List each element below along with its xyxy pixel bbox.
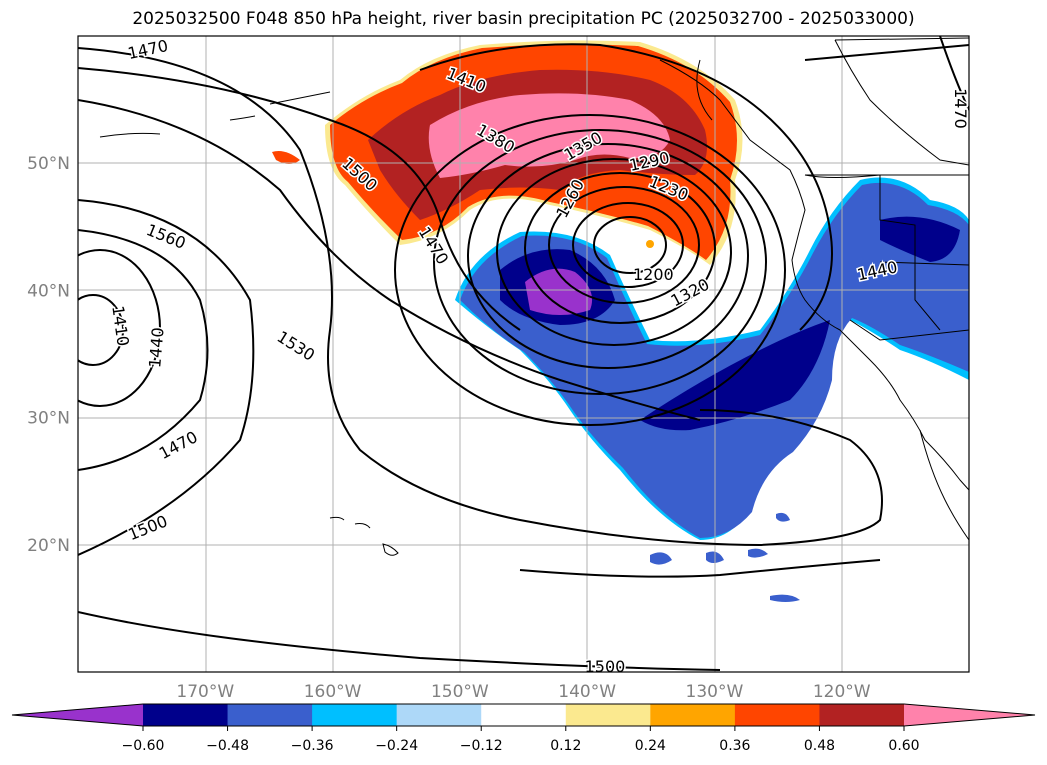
- contour-label: 1470: [126, 36, 170, 63]
- lat-tick-label: 50°N: [27, 154, 70, 174]
- colorbar-tick-label: 0.36: [719, 738, 750, 754]
- colorbar-bin: [650, 704, 736, 726]
- colorbar-bin: [396, 704, 482, 726]
- lon-tick-label: 150°W: [431, 682, 489, 702]
- lon-tick-label: 140°W: [558, 682, 616, 702]
- contour-label: 1530: [274, 327, 319, 365]
- lon-tick-label: 120°W: [813, 682, 871, 702]
- height-contours: [78, 36, 969, 671]
- axis-tick-labels: 170°W 160°W 150°W 140°W 130°W 120°W 50°N 40°N 30…: [27, 154, 871, 702]
- contour-label: 1500: [125, 511, 170, 544]
- colorbar-bin: [734, 704, 820, 726]
- lon-tick-label: 130°W: [686, 682, 744, 702]
- colorbar-tick-label: −0.36: [291, 738, 334, 754]
- contour-label: 1320: [668, 275, 713, 311]
- colorbar-bin: [481, 704, 567, 726]
- gridlines: [78, 36, 969, 672]
- contour-label: 1410: [108, 304, 132, 347]
- contour-label: 1470: [156, 427, 201, 463]
- colorbar-tick-label: 0.48: [804, 738, 835, 754]
- lat-tick-label: 20°N: [27, 536, 70, 556]
- colorbar-extend-high: [904, 704, 1035, 726]
- contour-label: 1470: [951, 88, 970, 129]
- map-frame: [77, 35, 970, 673]
- colorbar-bin: [227, 704, 313, 726]
- contour-label: 1560: [144, 220, 189, 253]
- colorbar-tick-label: −0.48: [206, 738, 249, 754]
- colorbar-tick-label: −0.12: [460, 738, 503, 754]
- positive-precip-shading: [272, 40, 743, 265]
- colorbar-tick-label: 0.12: [550, 738, 581, 754]
- coastlines: [99, 37, 969, 556]
- colorbar-tick-label: −0.60: [122, 738, 165, 754]
- colorbar-bin: [312, 704, 398, 726]
- lon-tick-label: 160°W: [304, 682, 362, 702]
- colorbar-bin: [819, 704, 905, 726]
- colorbar-tick-label: 0.60: [888, 738, 919, 754]
- colorbar-bin: [143, 704, 229, 726]
- contour-label: 1500: [585, 657, 626, 676]
- figure-title: 2025032500 F048 850 hPa height, river ba…: [132, 9, 915, 29]
- colorbar-extend-low: [12, 704, 143, 726]
- lon-tick-label: 170°W: [176, 682, 234, 702]
- colorbar-tick-label: 0.24: [635, 738, 666, 754]
- contour-label: 1470: [415, 223, 453, 268]
- contour-label: 1440: [145, 326, 167, 368]
- colorbar-bin: [565, 704, 651, 726]
- colorbar-tick-label: −0.24: [375, 738, 418, 754]
- lat-tick-label: 30°N: [27, 409, 70, 429]
- lat-tick-label: 40°N: [27, 281, 70, 301]
- contour-label: 1200: [633, 265, 674, 284]
- colorbar: −0.60 −0.48 −0.36 −0.24 −0.12 0.12 0.24 0.36 0.4…: [11, 703, 1036, 754]
